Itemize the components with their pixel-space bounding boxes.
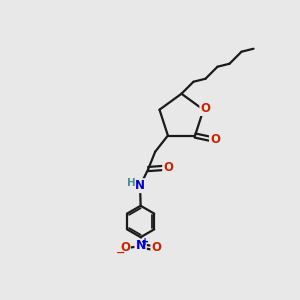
Text: O: O	[163, 161, 173, 174]
Text: −: −	[116, 248, 125, 258]
Text: O: O	[200, 102, 210, 115]
Text: N: N	[135, 179, 145, 192]
Text: O: O	[210, 133, 220, 146]
Text: N: N	[135, 239, 146, 253]
Text: H: H	[127, 178, 136, 188]
Text: O: O	[151, 241, 161, 254]
Text: O: O	[120, 241, 130, 254]
Text: +: +	[141, 237, 149, 247]
